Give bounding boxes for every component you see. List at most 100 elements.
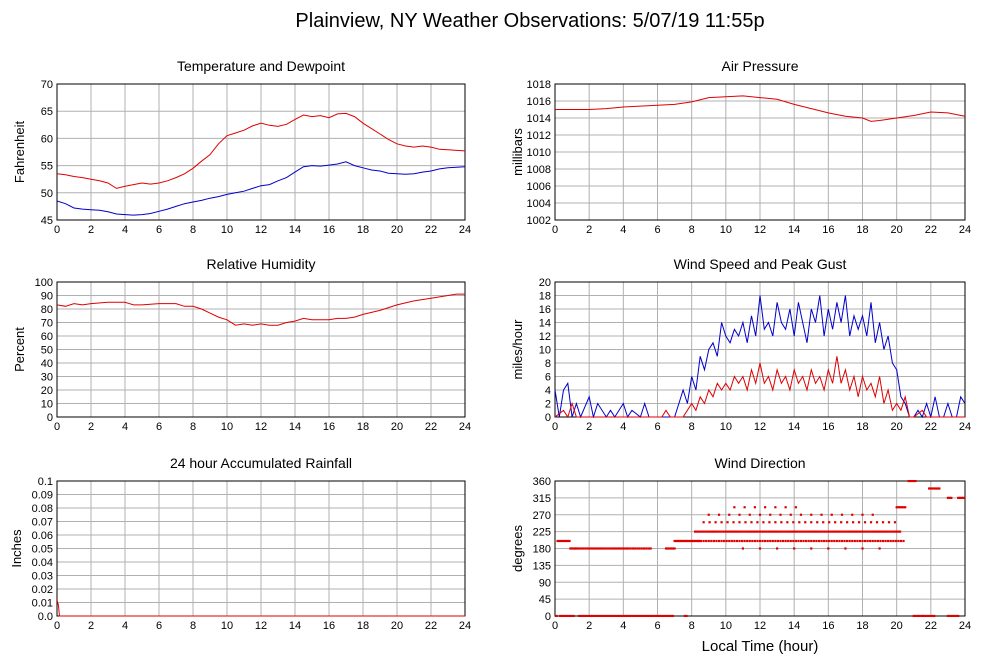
direction-point xyxy=(702,539,705,543)
direction-point xyxy=(735,539,739,543)
y-tick-label: 1004 xyxy=(527,198,551,210)
direction-point xyxy=(892,539,895,543)
direction-point xyxy=(902,539,905,543)
direction-point xyxy=(825,539,828,543)
direction-point xyxy=(588,614,591,617)
direction-point xyxy=(720,521,723,524)
direction-point xyxy=(857,521,861,524)
y-axis-label: Percent xyxy=(12,327,27,372)
direction-point xyxy=(851,539,854,543)
direction-point xyxy=(749,530,752,533)
x-tick-label: 18 xyxy=(357,421,369,433)
direction-point xyxy=(737,530,740,533)
direction-point xyxy=(559,614,562,617)
x-tick-label: 20 xyxy=(391,421,403,433)
y-tick-label: 0.03 xyxy=(32,571,53,583)
x-tick-label: 14 xyxy=(788,620,800,632)
y-axis-label: miles/hour xyxy=(510,319,525,380)
direction-point xyxy=(904,506,907,509)
direction-point xyxy=(847,530,850,533)
direction-point xyxy=(863,521,867,524)
y-tick-label: 4 xyxy=(545,385,551,397)
y-tick-label: 70 xyxy=(41,318,53,330)
y-tick-label: 45 xyxy=(539,594,551,606)
direction-point xyxy=(685,614,688,617)
direction-point xyxy=(894,530,898,533)
direction-point xyxy=(914,480,917,483)
direction-point xyxy=(950,614,953,617)
y-axis-label: Fahrenheit xyxy=(12,121,27,184)
direction-point xyxy=(725,539,728,543)
direction-point xyxy=(748,513,751,516)
direction-point xyxy=(775,547,779,550)
direction-point xyxy=(654,614,657,617)
direction-point xyxy=(769,530,773,533)
direction-point xyxy=(852,521,855,524)
direction-point xyxy=(822,539,826,543)
x-tick-label: 4 xyxy=(620,224,626,236)
direction-point xyxy=(712,539,715,543)
direction-point xyxy=(833,530,836,533)
direction-point xyxy=(779,513,782,516)
direction-point xyxy=(794,530,797,533)
direction-point xyxy=(828,539,831,543)
x-tick-label: 16 xyxy=(822,620,834,632)
direction-point xyxy=(629,614,632,617)
direction-point xyxy=(946,496,950,499)
direction-point xyxy=(728,539,731,543)
direction-point xyxy=(710,530,713,533)
direction-point xyxy=(887,539,890,543)
direction-point xyxy=(699,539,703,543)
direction-point xyxy=(802,539,805,543)
x-tick-label: 2 xyxy=(586,421,592,433)
direction-point xyxy=(569,614,572,617)
plot-frame xyxy=(56,281,466,418)
y-tick-label: 135 xyxy=(533,560,551,572)
direction-point xyxy=(732,530,736,533)
direction-point xyxy=(756,539,759,543)
direction-point xyxy=(841,530,844,533)
direction-point xyxy=(861,513,864,516)
direction-point xyxy=(856,539,859,543)
direction-point xyxy=(715,539,718,543)
direction-point xyxy=(839,530,842,533)
direction-point xyxy=(929,614,932,617)
direction-point xyxy=(890,530,893,533)
y-tick-label: 16 xyxy=(539,304,551,316)
direction-point xyxy=(765,530,768,533)
x-tick-label: 20 xyxy=(891,224,903,236)
direction-point xyxy=(933,487,936,490)
direction-point xyxy=(590,547,593,550)
direction-point xyxy=(642,547,646,550)
direction-point xyxy=(880,530,883,533)
series-line-1 xyxy=(555,295,965,418)
direction-point xyxy=(718,530,721,533)
direction-point xyxy=(625,614,628,617)
direction-point xyxy=(902,506,905,509)
direction-point xyxy=(740,539,744,543)
direction-point xyxy=(746,539,749,543)
direction-point xyxy=(642,614,645,617)
direction-point xyxy=(574,547,577,550)
direction-point xyxy=(756,521,759,524)
x-tick-label: 16 xyxy=(323,421,335,433)
direction-point xyxy=(605,614,608,617)
y-tick-label: 0.05 xyxy=(32,544,53,556)
direction-point xyxy=(582,547,585,550)
direction-point xyxy=(805,539,808,543)
x-tick-label: 0 xyxy=(552,224,558,236)
direction-point xyxy=(555,614,557,617)
direction-point xyxy=(663,614,666,617)
direction-point xyxy=(623,547,626,550)
direction-point xyxy=(882,530,885,533)
direction-point xyxy=(591,614,594,617)
direction-point xyxy=(863,539,867,543)
direction-point xyxy=(738,513,741,516)
direction-point xyxy=(697,539,700,543)
x-tick-label: 22 xyxy=(925,620,937,632)
chart-title: Air Pressure xyxy=(721,58,798,74)
direction-point xyxy=(761,539,764,543)
direction-point xyxy=(953,614,956,617)
